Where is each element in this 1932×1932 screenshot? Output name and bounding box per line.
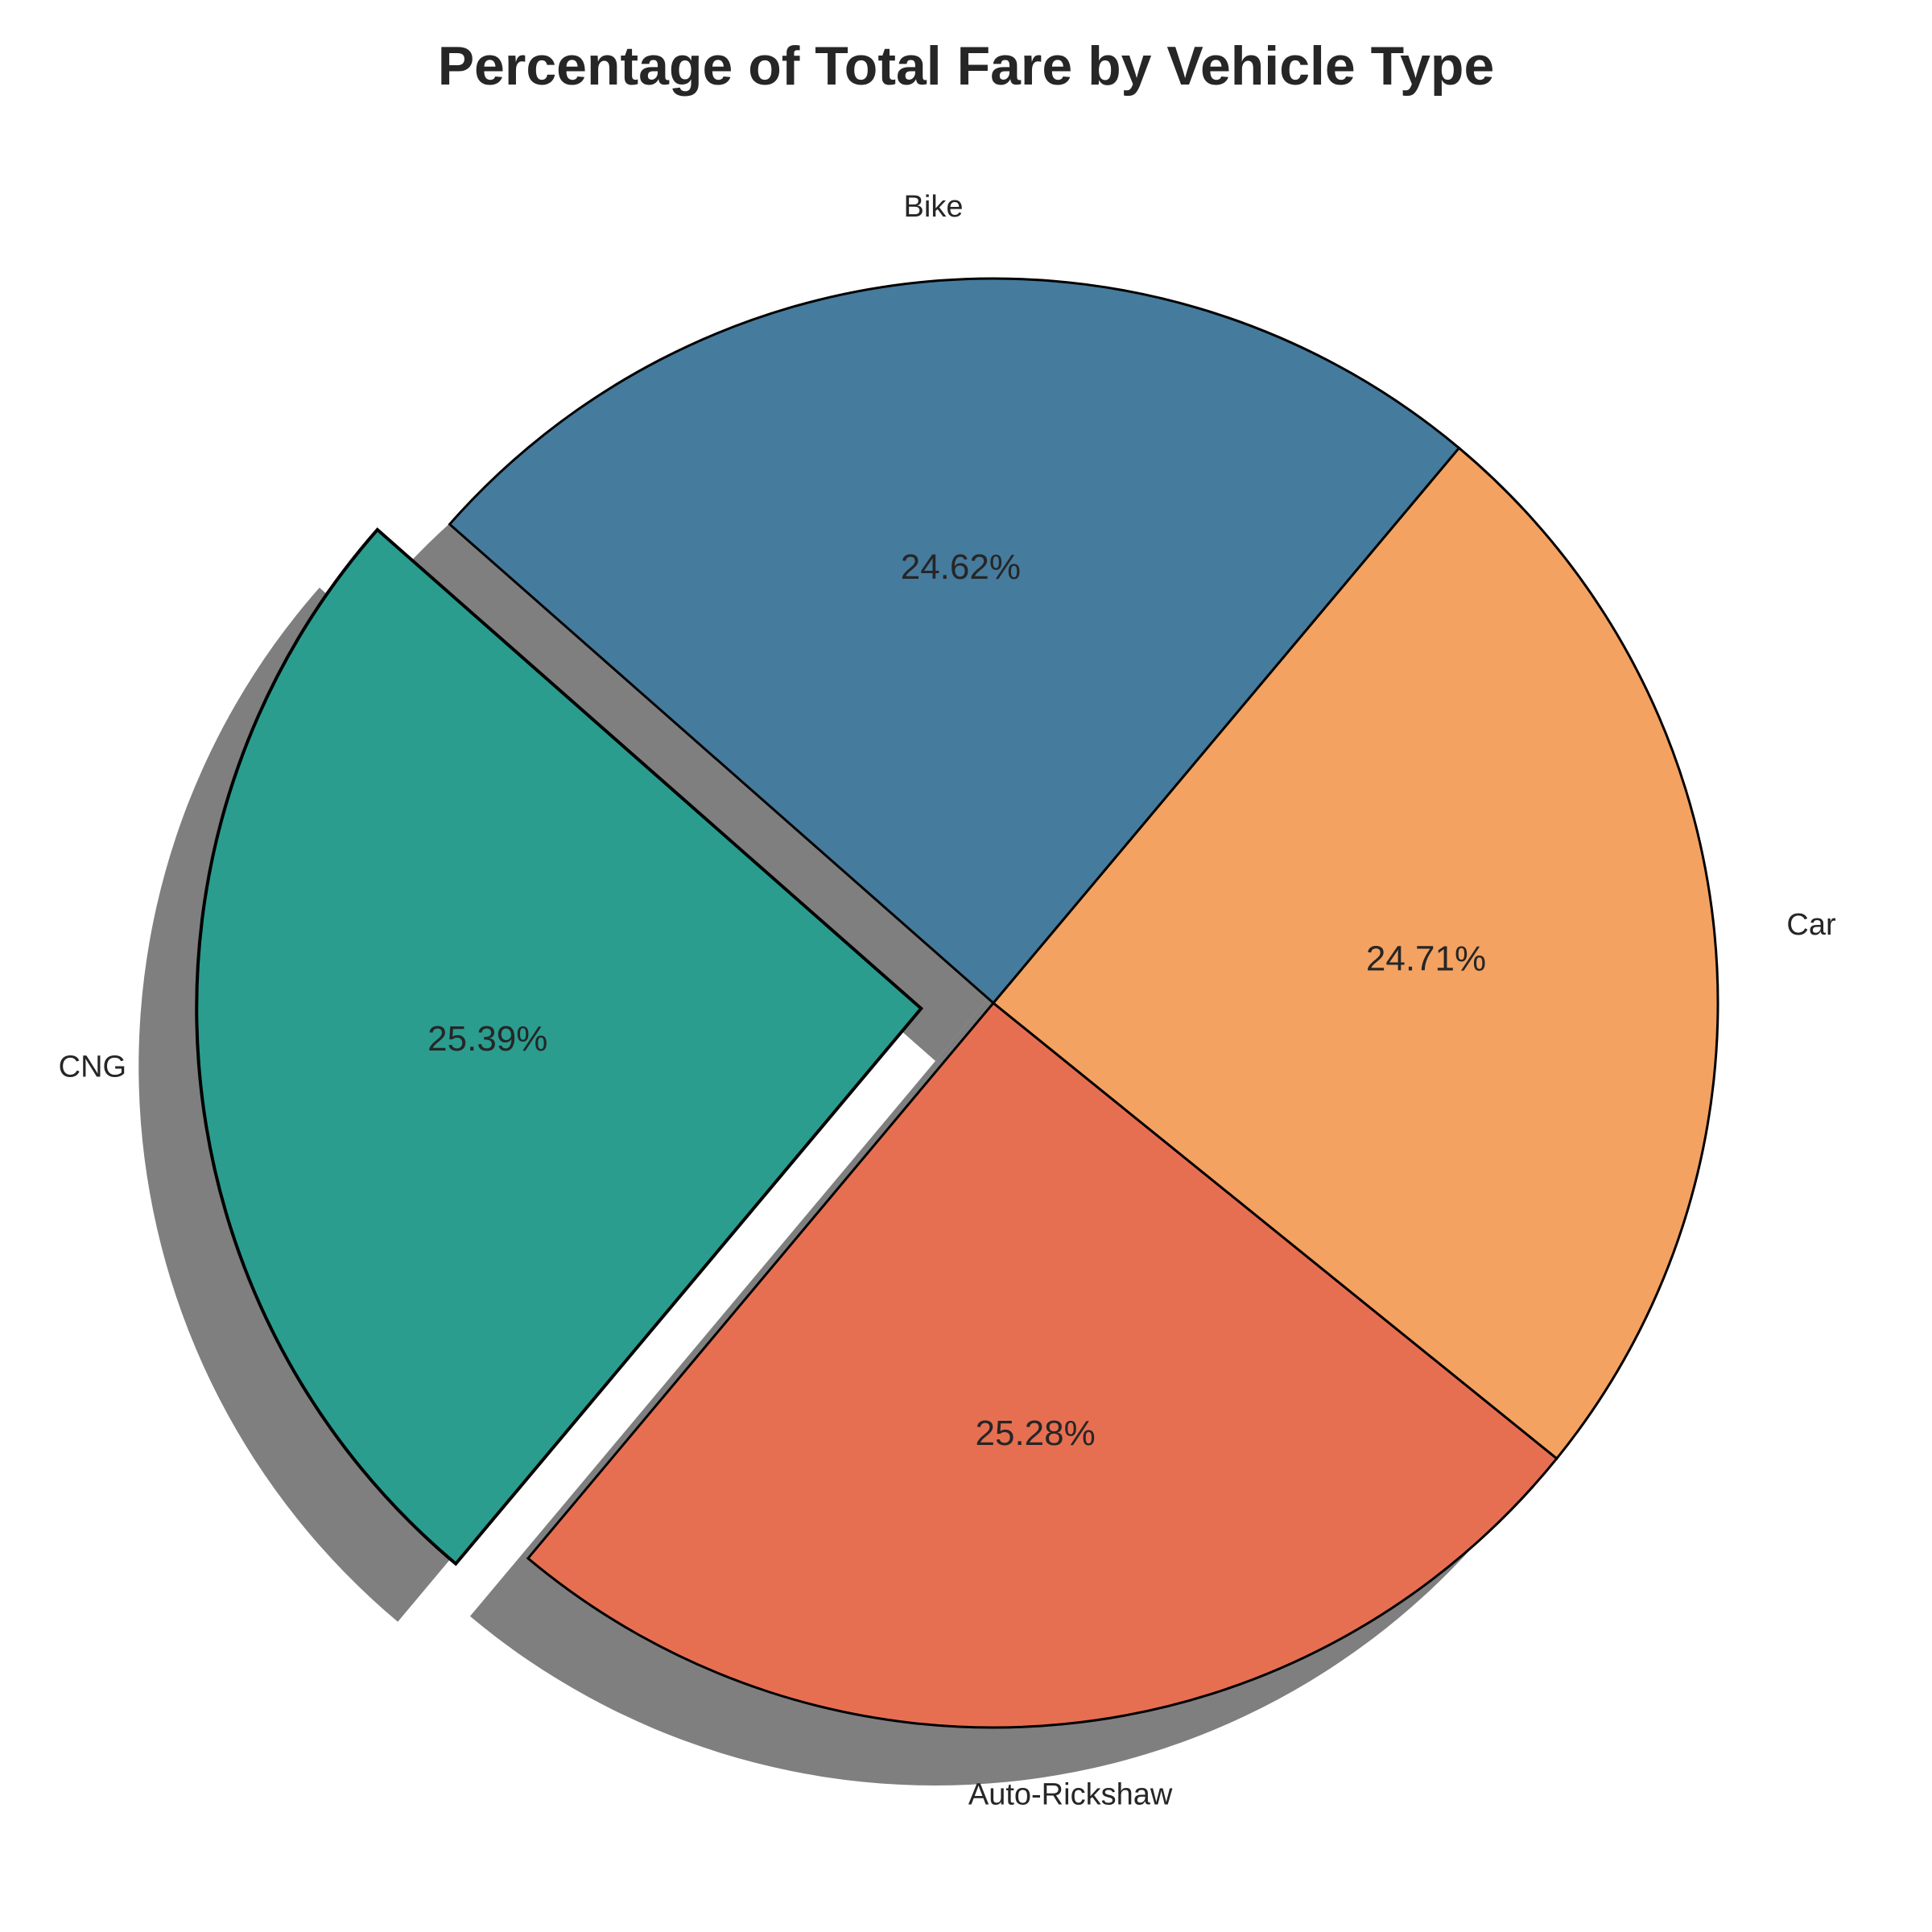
chart-title: Percentage of Total Fare by Vehicle Type xyxy=(438,35,1495,97)
slice-percent-bike: 24.62% xyxy=(901,547,1021,587)
slice-label-auto-rickshaw: Auto-Rickshaw xyxy=(968,1777,1173,1811)
pie-slices xyxy=(195,277,1719,1729)
pie-slice-car xyxy=(991,446,1719,1460)
pie-slice-auto-rickshaw xyxy=(526,1001,1558,1729)
slice-percent-cng: 25.39% xyxy=(427,1019,547,1059)
slice-label-cng: CNG xyxy=(59,1051,126,1084)
slice-label-bike: Bike xyxy=(904,190,964,224)
slice-labels: Bike 24.62% CNG 25.39% Auto-Rickshaw 25.28% Ca… xyxy=(59,190,1836,1812)
pie-slice-cng xyxy=(195,527,924,1567)
pie-slice-bike xyxy=(448,277,1461,1005)
slice-percent-car: 24.71% xyxy=(1366,939,1486,979)
slice-percent-auto-rickshaw: 25.28% xyxy=(976,1414,1096,1453)
slice-label-car: Car xyxy=(1786,908,1836,942)
